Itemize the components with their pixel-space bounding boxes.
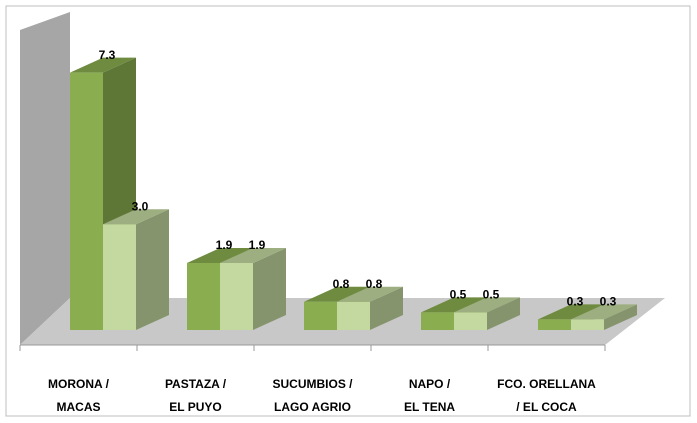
bar-top	[538, 304, 604, 320]
bar-top	[70, 57, 136, 73]
bar-top	[220, 248, 286, 264]
value-label: 0.3	[600, 295, 617, 309]
value-label: 0.8	[366, 277, 383, 291]
bar	[220, 248, 286, 330]
bar-top	[103, 209, 169, 225]
bar-side	[370, 286, 403, 330]
bar-front	[70, 72, 103, 331]
bar-front	[220, 263, 253, 330]
value-label: 0.5	[450, 288, 467, 302]
value-label: 0.8	[333, 277, 350, 291]
bar-front	[304, 301, 337, 330]
value-label: 1.9	[249, 238, 266, 252]
bar-side	[604, 304, 637, 330]
bar-side	[487, 297, 520, 330]
bar	[454, 297, 520, 330]
bar-top	[304, 286, 370, 302]
bar-side	[136, 209, 169, 330]
x-tick-label: FCO. ORELLANA	[497, 377, 596, 391]
x-tick-label: EL PUYO	[169, 400, 221, 414]
x-tick-label: MORONA /	[48, 377, 110, 391]
x-tick-label: PASTAZA /	[165, 377, 227, 391]
x-tick-label: SUCUMBIOS /	[272, 377, 353, 391]
bar-top	[187, 248, 253, 264]
value-label: 7.3	[99, 48, 116, 62]
x-tick-label: / EL COCA	[516, 400, 577, 414]
bar-front	[103, 224, 136, 330]
bar-front	[454, 312, 487, 330]
value-label: 0.3	[567, 295, 584, 309]
bar	[571, 304, 637, 330]
back-wall	[20, 12, 70, 345]
bar-front	[187, 263, 220, 330]
value-label: 0.5	[483, 288, 500, 302]
value-label: 1.9	[216, 238, 233, 252]
x-tick-label: LAGO AGRIO	[274, 400, 351, 414]
bar-side	[253, 248, 286, 330]
x-tick-label: MACAS	[57, 400, 101, 414]
x-tick-label: EL TENA	[404, 400, 455, 414]
bar-top	[337, 286, 403, 302]
bar-front	[538, 319, 571, 330]
bar-top	[454, 297, 520, 313]
bar-top	[571, 304, 637, 320]
bar	[103, 209, 169, 330]
x-tick-label: NAPO /	[409, 377, 451, 391]
bar-front	[337, 301, 370, 330]
bar	[337, 286, 403, 330]
bar-top	[421, 297, 487, 313]
bar-front	[571, 319, 604, 330]
bar-front	[421, 312, 454, 330]
value-label: 3.0	[132, 199, 149, 213]
